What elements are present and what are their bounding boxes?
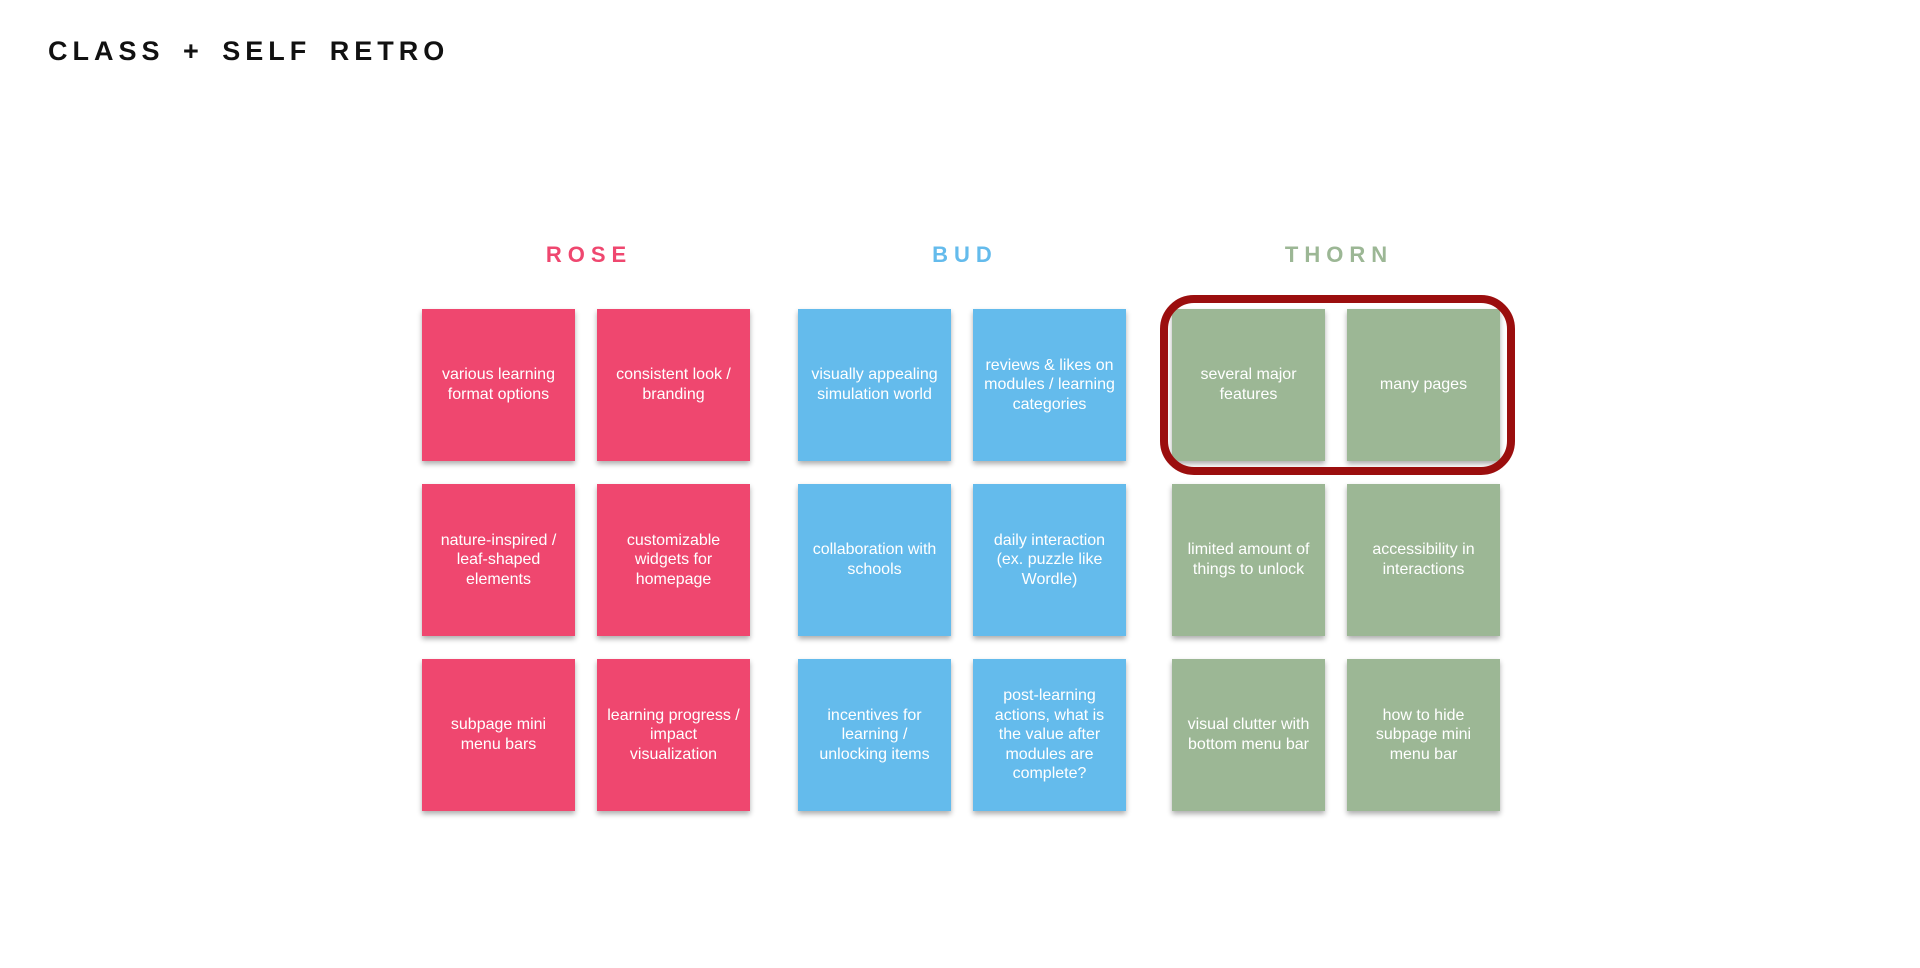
sticky-note-rose-5[interactable]: subpage mini menu bars <box>422 659 575 811</box>
sticky-note-rose-4[interactable]: customizable widgets for homepage <box>597 484 750 636</box>
column-header-rose: ROSE <box>545 242 633 267</box>
notes-grid-thorn: several major features many pages limite… <box>1172 309 1500 811</box>
sticky-note-thorn-4[interactable]: accessibility in interactions <box>1347 484 1500 636</box>
notes-grid-bud: visually appealing simulation world revi… <box>798 309 1126 811</box>
sticky-note-rose-6[interactable]: learning progress / impact visualization <box>597 659 750 811</box>
column-thorn: THORN several major features many pages … <box>1172 243 1500 811</box>
column-rose: ROSE various learning format options con… <box>422 243 750 811</box>
sticky-note-bud-5[interactable]: incentives for learning / unlocking item… <box>798 659 951 811</box>
sticky-note-bud-6[interactable]: post-learning actions, what is the value… <box>973 659 1126 811</box>
sticky-note-bud-1[interactable]: visually appealing simulation world <box>798 309 951 461</box>
sticky-note-rose-1[interactable]: various learning format options <box>422 309 575 461</box>
notes-grid-rose: various learning format options consiste… <box>422 309 750 811</box>
column-header-bud: BUD <box>932 242 998 267</box>
sticky-note-rose-3[interactable]: nature-inspired / leaf-shaped elements <box>422 484 575 636</box>
sticky-note-thorn-5[interactable]: visual clutter with bottom menu bar <box>1172 659 1325 811</box>
sticky-note-bud-3[interactable]: collaboration with schools <box>798 484 951 636</box>
sticky-note-rose-2[interactable]: consistent look / branding <box>597 309 750 461</box>
highlight-circle-annotation <box>1160 295 1515 475</box>
sticky-note-thorn-1[interactable]: several major features <box>1172 309 1325 461</box>
page-title: CLASS + SELF RETRO <box>48 36 450 66</box>
column-bud: BUD visually appealing simulation world … <box>798 243 1126 811</box>
sticky-note-bud-2[interactable]: reviews & likes on modules / learning ca… <box>973 309 1126 461</box>
sticky-note-thorn-3[interactable]: limited amount of things to unlock <box>1172 484 1325 636</box>
sticky-note-thorn-2[interactable]: many pages <box>1347 309 1500 461</box>
column-header-thorn: THORN <box>1284 242 1394 267</box>
sticky-note-thorn-6[interactable]: how to hide subpage mini menu bar <box>1347 659 1500 811</box>
sticky-note-bud-4[interactable]: daily interaction (ex. puzzle like Wordl… <box>973 484 1126 636</box>
